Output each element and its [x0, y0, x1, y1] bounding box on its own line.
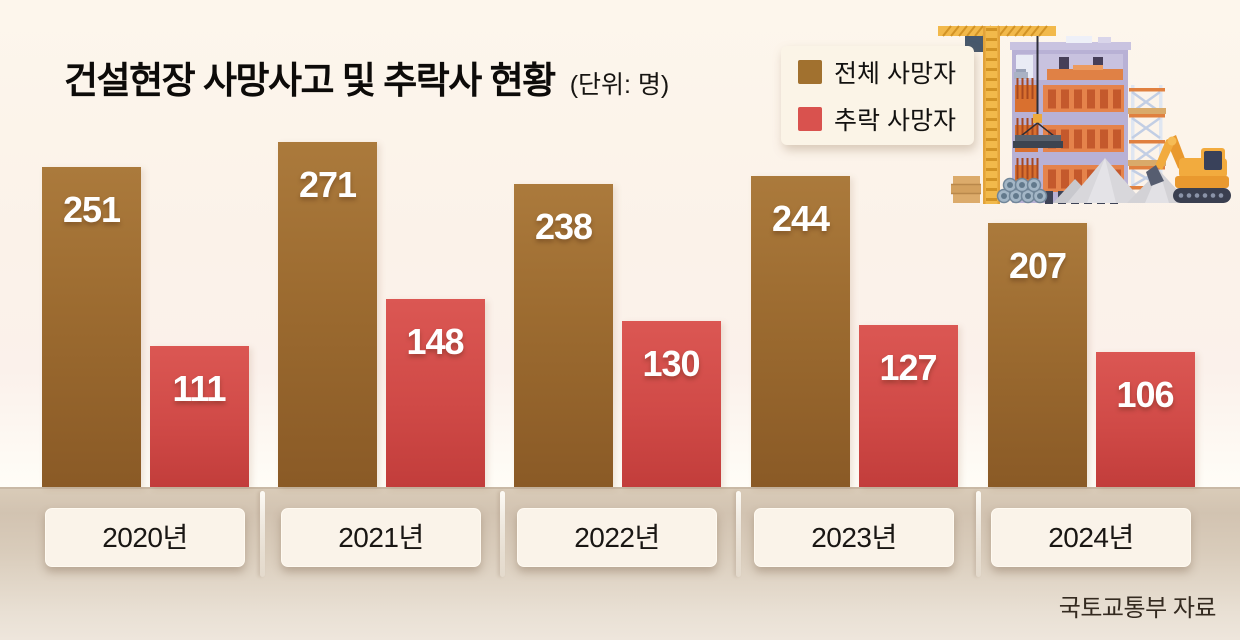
- title-row: 건설현장 사망사고 및 추락사 현황 (단위: 명): [64, 50, 669, 104]
- legend-item-fall: 추락 사망자: [798, 101, 974, 137]
- scaffolding-icon: [1128, 85, 1166, 190]
- legend-swatch-fall-icon: [798, 107, 822, 131]
- legend-item-total: 전체 사망자: [798, 54, 974, 90]
- bar-total-2020년: 251: [42, 167, 141, 487]
- ground-divider-4: [975, 491, 981, 577]
- value-label-fall-2024년: 106: [1116, 374, 1174, 415]
- excavator-icon: [1146, 135, 1231, 203]
- construction-site-illustration: [938, 25, 1231, 204]
- value-label-fall-2021년: 148: [406, 321, 464, 362]
- year-label-2024년: 2024년: [991, 508, 1191, 567]
- value-label-fall-2020년: 111: [172, 368, 226, 409]
- bar-total-2022년: 238: [514, 184, 613, 487]
- value-label-total-2022년: 238: [534, 206, 593, 247]
- year-label-2022년: 2022년: [517, 508, 717, 567]
- value-label-total-2021년: 271: [298, 164, 357, 205]
- legend-label-total: 전체 사망자: [834, 60, 956, 88]
- ground-divider-1: [259, 491, 265, 577]
- bar-fall-2021년: 148: [385, 299, 485, 487]
- pipes-icon: [996, 177, 1048, 204]
- ground-divider-3: [735, 491, 741, 577]
- year-label-2021년: 2021년: [281, 508, 481, 567]
- year-label-2020년: 2020년: [45, 508, 245, 567]
- crane-icon: [938, 25, 1063, 204]
- bar-total-2023년: 244: [751, 176, 850, 487]
- year-label-2023년: 2023년: [754, 508, 954, 567]
- pallet-icon: [951, 176, 981, 203]
- legend: 전체 사망자 추락 사망자: [781, 46, 974, 145]
- bar-total-2024년: 207: [988, 223, 1087, 487]
- bar-fall-2023년: 127: [858, 325, 958, 487]
- value-label-total-2020년: 251: [62, 189, 121, 230]
- bar-fall-2022년: 130: [621, 321, 721, 487]
- source-credit: 국토교통부 자료: [1058, 595, 1217, 622]
- legend-label-fall: 추락 사망자: [834, 107, 956, 135]
- value-label-fall-2023년: 127: [879, 347, 937, 388]
- bar-fall-2024년: 106: [1095, 352, 1195, 487]
- bar-fall-2020년: 111: [149, 346, 249, 487]
- bar-total-2021년: 271: [278, 142, 377, 487]
- page-title: 건설현장 사망사고 및 추락사 현황: [64, 60, 556, 101]
- value-label-total-2024년: 207: [1008, 245, 1067, 286]
- gravel-icon: [1053, 158, 1189, 203]
- ground-divider-2: [499, 491, 505, 577]
- value-label-fall-2022년: 130: [642, 343, 700, 384]
- unit-label: (단위: 명): [569, 71, 670, 99]
- legend-swatch-total-icon: [798, 60, 822, 84]
- value-label-total-2023년: 244: [771, 198, 830, 239]
